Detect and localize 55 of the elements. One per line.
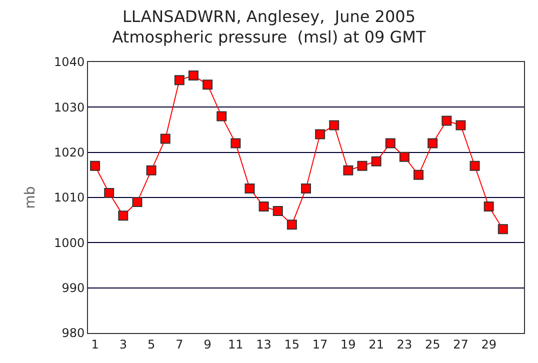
- y-tick-label: 1000: [54, 236, 85, 250]
- x-tick-label: 11: [228, 337, 244, 352]
- point: [90, 160, 100, 171]
- point: [188, 70, 198, 81]
- x-tick-label: 23: [396, 337, 412, 352]
- y-axis-title: mb: [22, 186, 39, 209]
- point: [498, 224, 508, 234]
- point: [371, 156, 382, 166]
- chart-subtitle: Atmospheric pressure (msl) at 09 GMT: [112, 28, 426, 47]
- point: [414, 170, 424, 180]
- point: [343, 165, 354, 176]
- point: [456, 120, 466, 130]
- x-tick-label: 19: [340, 337, 356, 352]
- x-tick-label: 3: [119, 337, 127, 352]
- x-tick-label: 27: [453, 337, 468, 352]
- point: [118, 210, 128, 221]
- point: [315, 129, 326, 140]
- x-tick-label: 7: [176, 337, 184, 352]
- point: [160, 134, 170, 144]
- point: [132, 197, 142, 208]
- y-tick-label: 1020: [54, 146, 85, 160]
- point: [385, 138, 396, 148]
- point: [174, 75, 184, 86]
- x-tick-label: 1: [91, 337, 99, 352]
- point: [399, 152, 410, 162]
- y-tick-label: 990: [62, 281, 85, 296]
- x-tick-label: 29: [481, 337, 496, 352]
- point: [244, 183, 255, 194]
- x-tick-label: 5: [147, 337, 156, 352]
- point: [104, 188, 114, 198]
- point: [216, 111, 227, 122]
- chart-title: LLANSADWRN, Anglesey, June 2005: [122, 6, 416, 26]
- x-tick-label: 17: [312, 337, 328, 352]
- y-tick-label: 1030: [54, 100, 85, 114]
- point: [428, 138, 438, 148]
- point: [357, 160, 368, 171]
- point: [301, 183, 311, 194]
- y-tick-label: 1040: [54, 55, 85, 70]
- point: [230, 138, 241, 148]
- x-tick-label: 25: [424, 337, 440, 352]
- point: [146, 165, 156, 176]
- point: [272, 206, 283, 216]
- point: [442, 116, 452, 126]
- x-tick-label: 15: [284, 337, 300, 352]
- point: [202, 80, 213, 90]
- point: [286, 220, 297, 230]
- y-tick-label: 980: [62, 326, 85, 340]
- point: [329, 120, 340, 130]
- x-tick-label: 21: [368, 337, 384, 352]
- point: [470, 160, 480, 171]
- point: [258, 202, 269, 212]
- x-tick-label: 13: [256, 337, 272, 352]
- y-tick-label: 1010: [54, 190, 85, 205]
- x-tick-label: 9: [204, 337, 212, 352]
- point: [484, 202, 494, 212]
